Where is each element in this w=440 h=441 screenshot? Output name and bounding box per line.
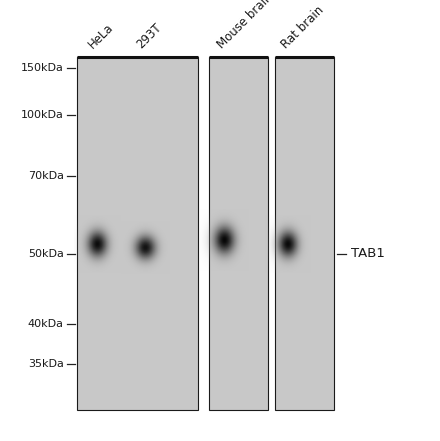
Text: 50kDa: 50kDa: [28, 249, 64, 258]
Text: TAB1: TAB1: [351, 247, 385, 260]
Bar: [209, 57, 268, 410]
Text: 40kDa: 40kDa: [28, 319, 64, 329]
Text: 150kDa: 150kDa: [21, 64, 64, 73]
Text: Mouse brain: Mouse brain: [215, 0, 276, 51]
Text: 35kDa: 35kDa: [28, 359, 64, 369]
Bar: [77, 57, 198, 410]
Text: 100kDa: 100kDa: [21, 110, 64, 120]
Text: 293T: 293T: [134, 21, 164, 51]
Text: HeLa: HeLa: [85, 20, 116, 51]
Text: Rat brain: Rat brain: [279, 3, 326, 51]
Bar: [275, 57, 334, 410]
Text: 70kDa: 70kDa: [28, 172, 64, 181]
